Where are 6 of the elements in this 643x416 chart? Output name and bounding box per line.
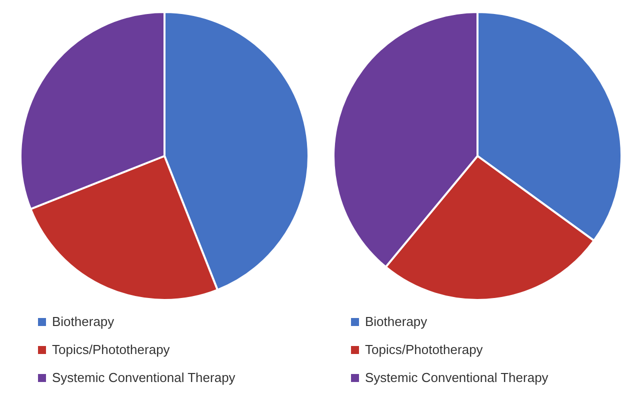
legend-label: Topics/Phototherapy bbox=[365, 341, 483, 359]
legend-label: Topics/Phototherapy bbox=[52, 341, 170, 359]
legend-label: Biotherapy bbox=[365, 313, 428, 331]
legend-label: Systemic Conventional Therapy bbox=[365, 369, 548, 387]
legend-label: Biotherapy bbox=[52, 313, 114, 331]
legend-label: Systemic Conventional Therapy bbox=[52, 369, 236, 387]
